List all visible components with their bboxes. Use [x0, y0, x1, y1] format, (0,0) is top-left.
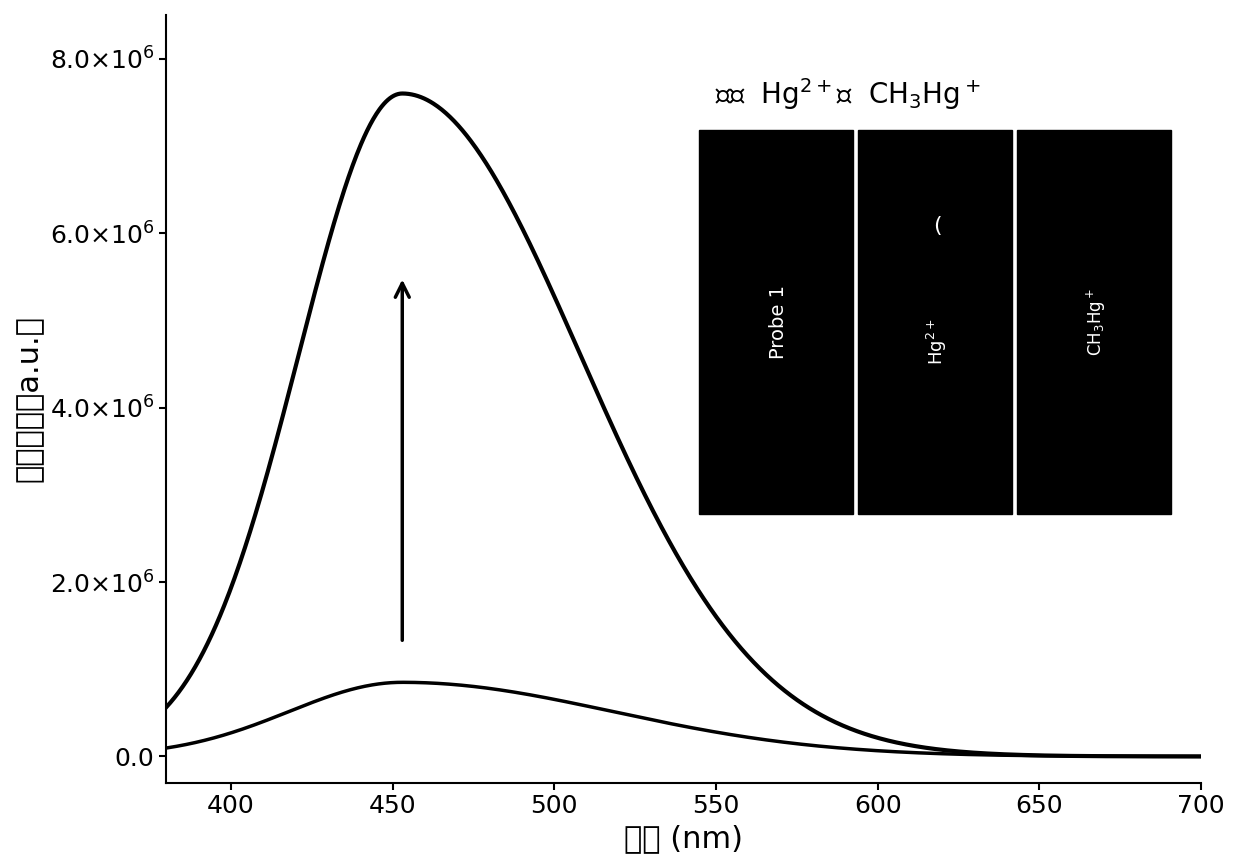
Text: 加入  Hg$^{2+}$或  CH$_3$Hg$^+$: 加入 Hg$^{2+}$或 CH$_3$Hg$^+$ — [714, 76, 981, 112]
X-axis label: 波长 (nm): 波长 (nm) — [624, 824, 743, 853]
Y-axis label: 荧光强度（a.u.）: 荧光强度（a.u.） — [15, 315, 43, 483]
